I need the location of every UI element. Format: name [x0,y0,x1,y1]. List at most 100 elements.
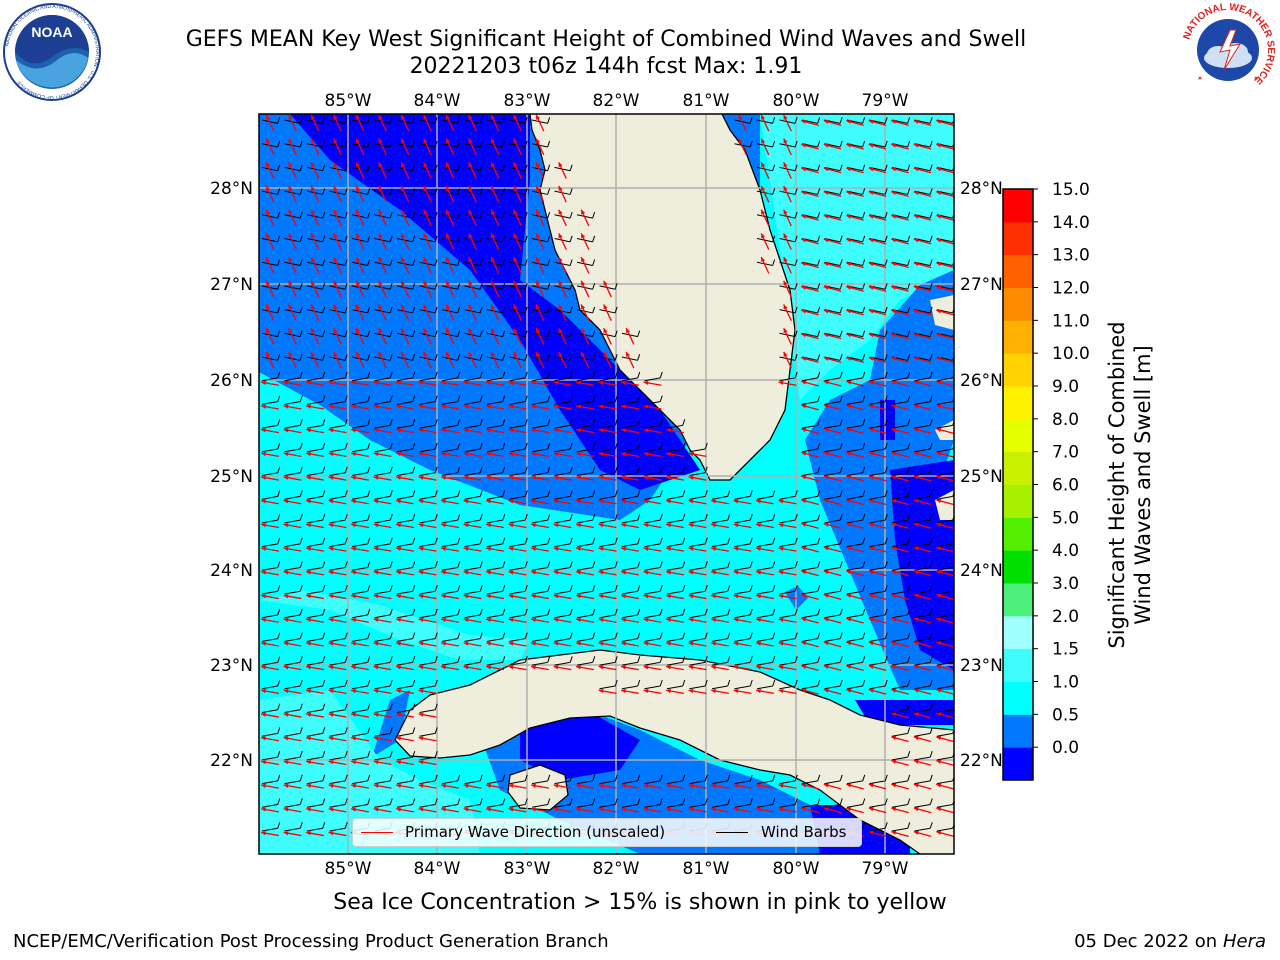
wave-arrow [373,404,392,410]
wave-arrow [760,209,770,227]
wave-arrow [598,641,617,647]
wave-arrow [553,594,572,600]
wave-arrow [468,351,477,369]
wave-arrow [711,807,729,813]
lat-label-right: 23°N [960,656,1003,676]
wind-barb [621,537,641,548]
wind-barb [576,537,596,548]
wave-arrow [463,428,482,434]
wind-barb [869,822,888,832]
wave-arrow [396,617,414,623]
wave-arrow [666,522,684,529]
noaa-logo-text: NOAA [31,24,72,40]
wave-arrow [801,214,819,221]
wind-barb [531,608,551,619]
wave-arrow [913,451,932,458]
wave-arrow [913,475,932,482]
wind-barb [329,490,348,500]
wave-arrow [261,807,279,813]
wave-arrow [603,304,612,322]
wind-barb [801,656,821,666]
wave-arrow [823,261,842,269]
wave-arrow [261,641,279,647]
wave-arrow [846,143,864,150]
wind-barb [306,632,326,642]
wind-barb [891,822,911,832]
wind-barb [374,466,393,476]
wave-arrow [598,570,617,576]
wave-arrow [756,665,774,671]
wind-barb [779,656,798,666]
wave-arrow [576,475,594,481]
wave-arrow [418,807,437,813]
wind-barb [419,608,438,619]
wind-barb [621,419,641,429]
wave-arrow [486,665,504,671]
wind-barb [914,608,933,619]
wind-barb [869,679,888,690]
wind-barb [734,561,753,571]
wave-arrow [396,428,414,434]
colorbar-tick-label: 0.5 [1052,705,1079,725]
wave-band-0-0.5-south [520,712,640,780]
wind-barb [891,750,911,761]
wind-barb [441,371,461,382]
wave-arrow [643,594,662,600]
wave-arrow [733,665,752,671]
colorbar-tick-label: 3.0 [1052,574,1079,594]
wave-band-1.5-2.0-south-west [259,690,480,854]
wave-arrow [558,351,567,369]
wave-arrow [396,783,414,789]
lat-label-left: 25°N [210,467,253,487]
wave-arrow [598,522,617,529]
wave-arrow [441,641,459,647]
wave-arrow [445,351,455,369]
wave-arrow [328,736,347,742]
wave-arrow [576,617,594,623]
wind-barb [599,632,618,642]
wave-arrow [396,807,414,813]
wave-arrow [823,498,842,506]
wind-barb [801,679,821,690]
wave-arrow [463,807,482,813]
wind-barb [666,561,686,571]
wind-barb [824,537,843,548]
wind-barb [261,822,281,832]
colorbar-segment [1003,484,1033,518]
wind-barb [846,561,866,571]
wave-arrow [441,665,459,671]
wind-barb [261,513,281,524]
wind-barb [891,774,911,785]
wind-barb [756,585,776,595]
wind-barb [891,585,911,595]
lat-label-right: 24°N [960,561,1003,581]
wind-barb [869,608,888,619]
wind-barb [486,561,506,571]
wind-barb [396,727,416,737]
wind-barb [284,395,303,405]
wind-barb [351,537,371,548]
wave-arrow [598,475,617,481]
wave-arrow [378,209,387,227]
wind-barb [509,490,528,500]
wind-barb [531,537,551,548]
wave-arrow [553,570,572,576]
wave-arrow [396,380,414,386]
wind-barb [329,774,348,785]
wind-barb [734,798,753,808]
wind-barb [441,419,461,429]
wave-arrow [463,783,482,789]
wind-barb [801,513,821,524]
wind-barb [374,798,393,808]
wave-arrow [351,522,369,529]
wave-arrow [418,499,437,505]
wave-arrow [463,594,482,600]
wind-barb [824,608,843,619]
wind-barb [509,371,528,382]
wave-arrow [553,428,572,434]
wind-barb [824,513,843,524]
wave-arrow [328,783,347,789]
wave-arrow [373,380,392,386]
wind-barb [801,561,821,571]
wind-barb [351,656,371,666]
